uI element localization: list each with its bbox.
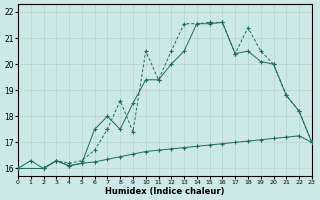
X-axis label: Humidex (Indice chaleur): Humidex (Indice chaleur) bbox=[105, 187, 225, 196]
